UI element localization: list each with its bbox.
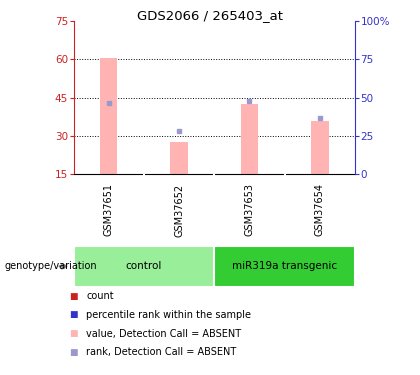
Text: genotype/variation: genotype/variation xyxy=(4,261,97,271)
Text: miR319a transgenic: miR319a transgenic xyxy=(232,261,337,271)
Text: ■: ■ xyxy=(69,310,78,320)
Text: percentile rank within the sample: percentile rank within the sample xyxy=(86,310,251,320)
Text: ■: ■ xyxy=(69,292,78,301)
Text: GDS2066 / 265403_at: GDS2066 / 265403_at xyxy=(137,9,283,22)
Text: GSM37651: GSM37651 xyxy=(104,183,114,237)
Bar xyxy=(311,121,328,174)
Bar xyxy=(74,246,214,287)
Text: GSM37652: GSM37652 xyxy=(174,183,184,237)
Bar xyxy=(241,104,258,174)
Text: count: count xyxy=(86,291,114,301)
Text: ■: ■ xyxy=(69,348,78,357)
Bar xyxy=(100,58,118,174)
Text: control: control xyxy=(126,261,162,271)
Text: rank, Detection Call = ABSENT: rank, Detection Call = ABSENT xyxy=(86,348,236,357)
Text: ■: ■ xyxy=(69,329,78,338)
Bar xyxy=(214,246,355,287)
Text: GSM37653: GSM37653 xyxy=(244,183,255,237)
Text: value, Detection Call = ABSENT: value, Detection Call = ABSENT xyxy=(86,329,241,339)
Text: GSM37654: GSM37654 xyxy=(315,183,325,237)
Bar xyxy=(170,142,188,174)
